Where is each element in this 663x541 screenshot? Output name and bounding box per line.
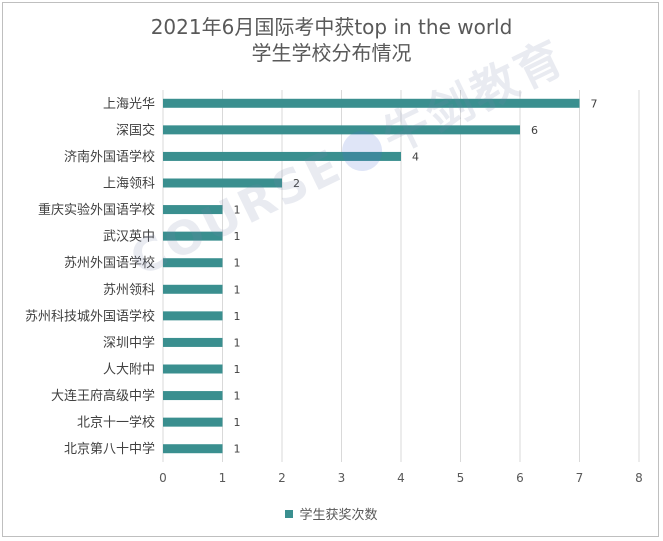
category-label: 重庆实验外国语学校 xyxy=(38,202,155,218)
chart-title-line-2: 学生学校分布情况 xyxy=(251,41,412,65)
data-label: 1 xyxy=(234,336,241,349)
category-label: 深圳中学 xyxy=(103,335,155,351)
bar xyxy=(163,205,223,215)
x-tick-label: 8 xyxy=(635,471,643,485)
chart-frame xyxy=(2,2,659,537)
x-tick-label: 7 xyxy=(576,471,584,485)
category-label: 北京第八十中学 xyxy=(64,441,155,457)
category-label: 苏州科技城外国语学校 xyxy=(25,308,155,324)
x-tick-label: 4 xyxy=(397,471,405,485)
bar xyxy=(163,391,223,401)
bar xyxy=(163,178,282,188)
data-label: 1 xyxy=(234,416,241,429)
data-label: 1 xyxy=(234,204,241,217)
bar xyxy=(163,444,223,454)
category-label: 苏州领科 xyxy=(103,282,155,298)
category-label: 人大附中 xyxy=(103,363,155,378)
data-label: 4 xyxy=(412,150,419,163)
category-label: 上海光华 xyxy=(103,97,155,112)
data-labels: 7 6 4 2 1 1 1 1 1 1 1 1 1 1 xyxy=(234,97,598,455)
data-label: 1 xyxy=(234,390,241,403)
bar xyxy=(163,337,223,347)
x-axis-tick-labels: 0 1 2 3 4 5 6 7 8 xyxy=(159,471,643,485)
bar xyxy=(163,417,223,427)
bar xyxy=(163,125,520,135)
bar xyxy=(163,98,580,108)
chart-title-line-1: 2021年6月国际考中获top in the world xyxy=(150,15,513,39)
category-labels: 上海光华深国交济南外国语学校上海领科重庆实验外国语学校武汉英中苏州外国语学校苏州… xyxy=(25,97,155,457)
category-label: 大连王府高级中学 xyxy=(51,388,155,404)
category-label: 济南外国语学校 xyxy=(64,149,155,165)
bar xyxy=(163,151,401,161)
legend-label: 学生获奖次数 xyxy=(299,508,378,523)
category-label: 苏州外国语学校 xyxy=(64,255,155,271)
category-label: 深国交 xyxy=(116,122,155,138)
data-label: 1 xyxy=(234,310,241,323)
x-tick-label: 6 xyxy=(516,471,524,485)
bar xyxy=(163,284,223,294)
x-tick-label: 5 xyxy=(457,471,465,485)
x-tick-label: 1 xyxy=(219,471,227,485)
legend-swatch xyxy=(285,510,294,518)
data-label: 1 xyxy=(234,257,241,270)
x-tick-label: 0 xyxy=(159,471,167,485)
bar xyxy=(163,311,223,321)
chart-title: 2021年6月国际考中获top in the world 学生学校分布情况 xyxy=(0,14,663,66)
x-tick-label: 3 xyxy=(338,471,346,485)
bar xyxy=(163,258,223,268)
data-label: 1 xyxy=(234,363,241,376)
data-label: 6 xyxy=(531,124,538,137)
legend: 学生获奖次数 xyxy=(0,504,663,523)
category-label: 上海领科 xyxy=(103,177,155,192)
data-label: 1 xyxy=(234,283,241,296)
category-label: 武汉英中 xyxy=(103,230,155,245)
data-label: 2 xyxy=(293,177,300,190)
gridlines xyxy=(162,90,640,462)
bars xyxy=(163,98,580,454)
category-label: 北京十一学校 xyxy=(77,415,155,431)
data-label: 1 xyxy=(234,443,241,456)
bar xyxy=(163,231,223,241)
data-label: 7 xyxy=(591,97,598,110)
x-tick-label: 2 xyxy=(278,471,286,485)
data-label: 1 xyxy=(234,230,241,243)
bar xyxy=(163,364,223,374)
